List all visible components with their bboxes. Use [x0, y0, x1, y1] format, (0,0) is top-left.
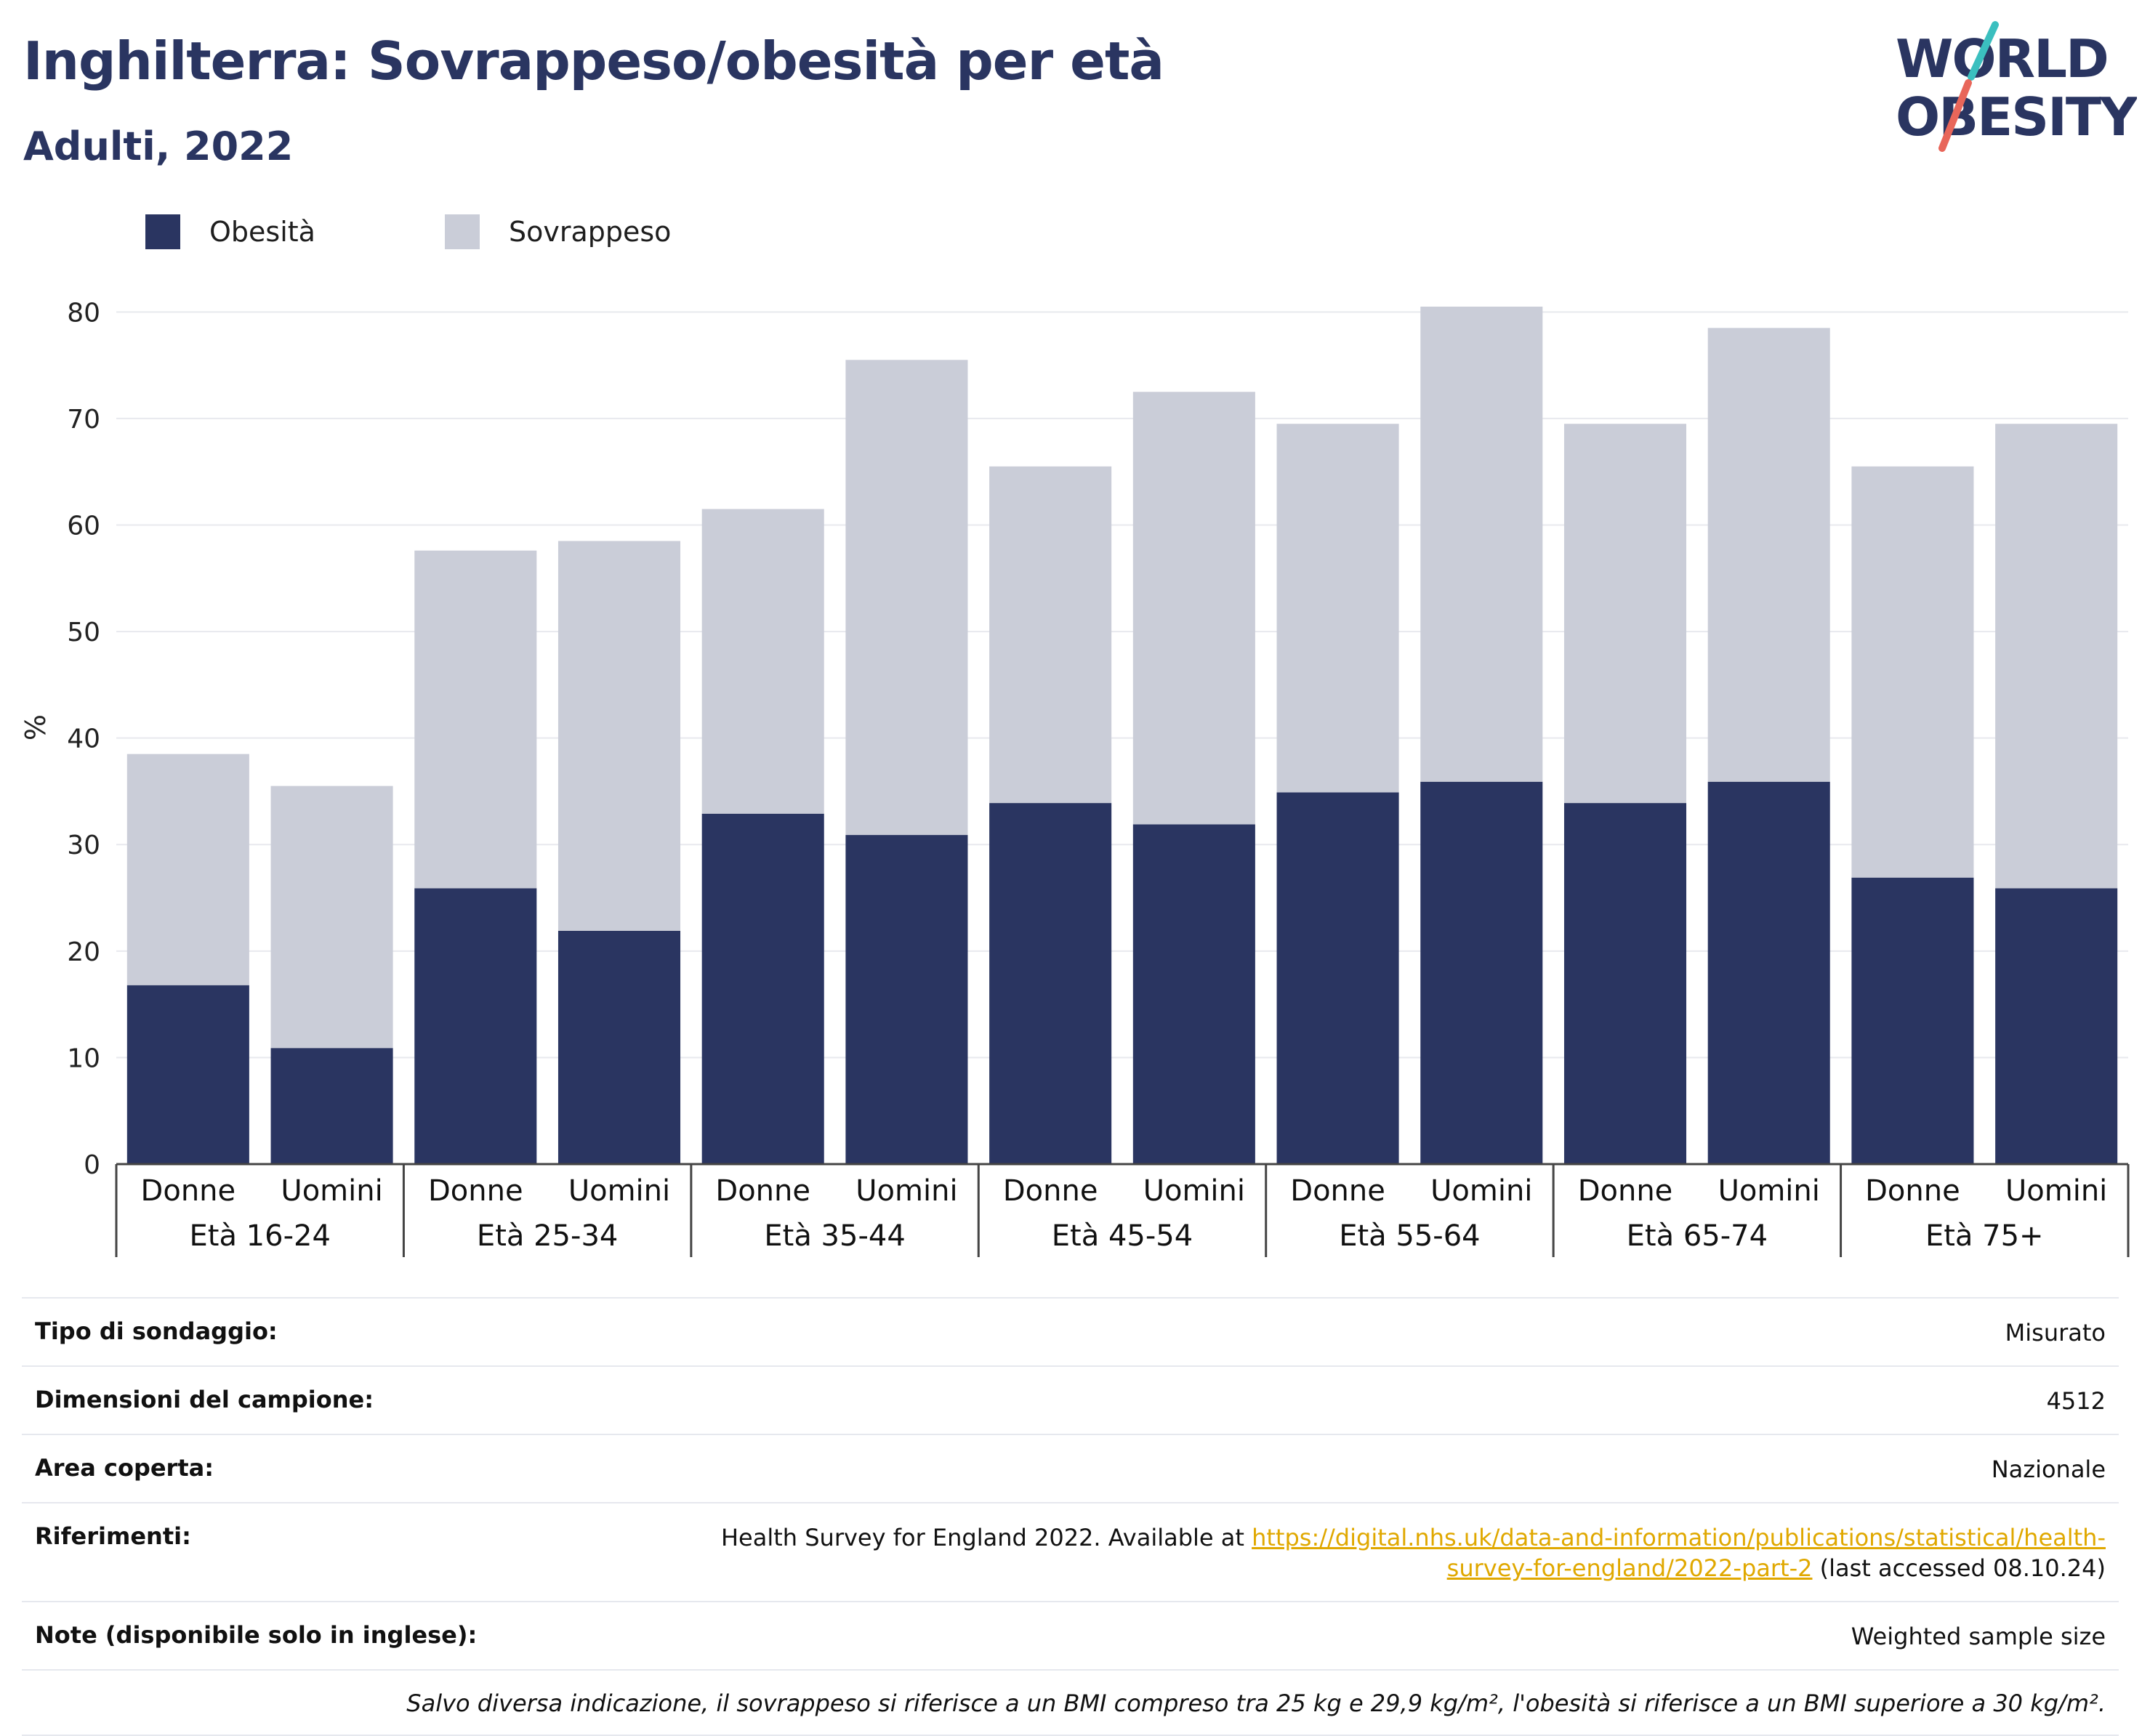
notes-label: Note (disponibile solo in inglese): — [35, 1621, 478, 1649]
bar-segment-obesity — [1132, 824, 1255, 1164]
info-row-area: Area coperta: Nazionale — [22, 1434, 2119, 1502]
bar-segment-obesity — [845, 835, 968, 1164]
references-text: Health Survey for England 2022. Availabl… — [720, 1524, 1252, 1551]
bar-segment-obesity — [701, 813, 824, 1164]
x-subcategory-label: Donne — [141, 1174, 236, 1208]
chart-subtitle: Adulti, 2022 — [23, 124, 294, 169]
references-suffix: (last accessed 08.10.24) — [1812, 1554, 2106, 1582]
bar-segment-overweight — [1276, 424, 1399, 793]
x-subcategory-label: Uomini — [568, 1174, 670, 1208]
info-row-footnote: Salvo diversa indicazione, il sovrappeso… — [22, 1669, 2119, 1736]
bar-segment-obesity — [557, 930, 681, 1164]
footnote: Salvo diversa indicazione, il sovrappeso… — [406, 1689, 2106, 1717]
bar-segment-overweight — [126, 754, 249, 985]
bar-segment-overweight — [414, 550, 537, 889]
legend-swatch-overweight — [445, 214, 480, 249]
y-tick-label: 60 — [67, 511, 100, 541]
bar-segment-overweight — [1420, 306, 1543, 782]
notes-value: Weighted sample size — [1851, 1623, 2106, 1650]
info-row-references: Riferimenti: Health Survey for England 2… — [22, 1502, 2119, 1601]
world-obesity-logo: WORLD OBESITY — [1896, 21, 2137, 152]
x-group-label: Età 75+ — [1925, 1219, 2044, 1253]
x-subcategory-label: Donne — [715, 1174, 810, 1208]
bar-segment-overweight — [1563, 424, 1687, 804]
bar-segment-obesity — [989, 803, 1112, 1164]
x-subcategory-label: Donne — [428, 1174, 523, 1208]
info-row-sample-size: Dimensioni del campione: 4512 — [22, 1365, 2119, 1434]
x-group-label: Età 55-64 — [1339, 1219, 1480, 1253]
sample-size-label: Dimensioni del campione: — [35, 1386, 374, 1413]
y-tick-label: 80 — [67, 298, 100, 328]
logo-line-2: OBESITY — [1896, 86, 2137, 148]
y-tick-label: 50 — [67, 618, 100, 647]
x-subcategory-label: Donne — [1865, 1174, 1960, 1208]
legend-item-overweight: Sovrappeso — [445, 214, 671, 249]
legend-item-obesity: Obesità — [145, 214, 315, 249]
sample-size-value: 4512 — [2046, 1387, 2106, 1415]
references-link[interactable]: https://digital.nhs.uk/data-and-informat… — [1252, 1524, 2106, 1582]
references-label: Riferimenti: — [35, 1522, 191, 1550]
x-group-label: Età 25-34 — [477, 1219, 618, 1253]
x-subcategory-label: Uomini — [1718, 1174, 1820, 1208]
x-subcategory-label: Uomini — [281, 1174, 382, 1208]
stacked-bar-chart: 0 10 20 30 40 50 60 70 80% Donne Uomini Età 16-24 Do… — [20, 298, 2130, 1257]
x-subcategory-label: Uomini — [1430, 1174, 1532, 1208]
bar-segment-overweight — [1995, 424, 2118, 889]
survey-type-value: Misurato — [2005, 1319, 2106, 1347]
bar-segment-overweight — [557, 541, 681, 931]
y-tick-label: 0 — [84, 1150, 100, 1180]
bar-segment-overweight — [270, 786, 393, 1049]
bar-segment-overweight — [1851, 466, 1974, 878]
bar-segment-obesity — [270, 1048, 393, 1164]
bar-segment-overweight — [701, 509, 824, 814]
legend-label-obesity: Obesità — [209, 216, 315, 248]
area-label: Area coperta: — [35, 1454, 214, 1482]
x-group-label: Età 45-54 — [1052, 1219, 1193, 1253]
bar-segment-obesity — [1995, 888, 2118, 1164]
bar-segment-obesity — [1707, 781, 1830, 1164]
bar-segment-obesity — [126, 985, 249, 1164]
bar-segment-overweight — [1707, 328, 1830, 782]
area-value: Nazionale — [1991, 1456, 2106, 1483]
bar-segment-obesity — [414, 888, 537, 1164]
y-tick-label: 30 — [67, 831, 100, 860]
x-subcategory-label: Donne — [1003, 1174, 1098, 1208]
x-group-label: Età 16-24 — [190, 1219, 331, 1253]
bar-segment-overweight — [845, 360, 968, 836]
y-tick-label: 20 — [67, 937, 100, 967]
x-subcategory-label: Uomini — [855, 1174, 957, 1208]
info-row-survey-type: Tipo di sondaggio: Misurato — [22, 1297, 2119, 1365]
x-subcategory-label: Donne — [1578, 1174, 1673, 1208]
x-subcategory-label: Donne — [1290, 1174, 1385, 1208]
x-subcategory-label: Uomini — [1143, 1174, 1245, 1208]
x-group-label: Età 35-44 — [764, 1219, 905, 1253]
logo-accent-top — [1968, 21, 1999, 81]
bar-segment-obesity — [1563, 803, 1687, 1164]
y-tick-label: 40 — [67, 724, 100, 754]
info-row-notes: Note (disponibile solo in inglese): Weig… — [22, 1601, 2119, 1669]
chart-title: Inghilterra: Sovrappeso/obesità per età — [23, 31, 1164, 92]
logo-accent-bottom — [1938, 79, 1972, 152]
bar-segment-obesity — [1276, 792, 1399, 1164]
y-tick-label: 10 — [67, 1043, 100, 1073]
legend-swatch-obesity — [145, 214, 180, 249]
legend-label-overweight: Sovrappeso — [509, 216, 672, 248]
logo-line-1: WORLD — [1896, 28, 2108, 89]
info-table: Tipo di sondaggio: Misurato Dimensioni d… — [22, 1297, 2119, 1736]
bar-segment-overweight — [1132, 392, 1255, 825]
bar-segment-obesity — [1420, 781, 1543, 1164]
references-value: Health Survey for England 2022. Availabl… — [652, 1522, 2106, 1583]
bar-segment-obesity — [1851, 877, 1974, 1164]
bar-segment-overweight — [989, 466, 1112, 804]
y-axis-label: % — [20, 714, 52, 740]
survey-type-label: Tipo di sondaggio: — [35, 1317, 278, 1345]
x-subcategory-label: Uomini — [2005, 1174, 2107, 1208]
y-tick-label: 70 — [67, 405, 100, 435]
x-group-label: Età 65-74 — [1627, 1219, 1768, 1253]
